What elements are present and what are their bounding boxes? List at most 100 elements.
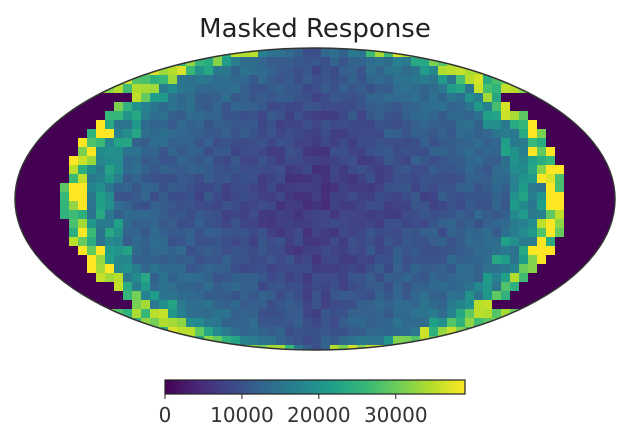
heatmap-cell: [78, 192, 88, 202]
heatmap-cell: [186, 318, 196, 328]
heatmap-cell: [150, 138, 160, 148]
heatmap-cell: [483, 228, 493, 238]
heatmap-cell: [96, 192, 106, 202]
heatmap-cell: [591, 183, 601, 193]
heatmap-cell: [393, 336, 403, 346]
heatmap-cell: [348, 120, 358, 130]
heatmap-cell: [87, 255, 97, 265]
heatmap-cell: [348, 264, 358, 274]
heatmap-cell: [285, 318, 295, 328]
heatmap-cell: [240, 84, 250, 94]
heatmap-cell: [177, 147, 187, 157]
heatmap-cell: [276, 57, 286, 67]
heatmap-cell: [384, 75, 394, 85]
heatmap-cell: [186, 264, 196, 274]
heatmap-cell: [231, 237, 241, 247]
heatmap-cell: [348, 48, 358, 58]
heatmap-cell: [69, 165, 79, 175]
heatmap-cell: [447, 129, 457, 139]
heatmap-cell: [591, 192, 601, 202]
heatmap-cell: [240, 201, 250, 211]
heatmap-cell: [501, 120, 511, 130]
heatmap-cell: [123, 102, 133, 112]
heatmap-cell: [150, 75, 160, 85]
heatmap-cell: [240, 309, 250, 319]
heatmap-cell: [294, 183, 304, 193]
heatmap-cell: [276, 138, 286, 148]
heatmap-cell: [276, 75, 286, 85]
heatmap-cell: [582, 210, 592, 220]
heatmap-cell: [375, 210, 385, 220]
heatmap-cell: [366, 255, 376, 265]
heatmap-cell: [78, 264, 88, 274]
heatmap-cell: [366, 300, 376, 310]
heatmap-cell: [429, 228, 439, 238]
heatmap-cell: [24, 174, 34, 184]
heatmap-cell: [87, 102, 97, 112]
heatmap-cell: [123, 138, 133, 148]
heatmap-cell: [456, 129, 466, 139]
heatmap-cell: [123, 120, 133, 130]
heatmap-cell: [438, 156, 448, 166]
heatmap-cell: [456, 147, 466, 157]
heatmap-cell: [276, 201, 286, 211]
heatmap-cell: [195, 291, 205, 301]
heatmap-cell: [429, 174, 439, 184]
heatmap-cell: [474, 147, 484, 157]
heatmap-cell: [69, 282, 79, 292]
heatmap-cell: [420, 147, 430, 157]
heatmap-cell: [303, 111, 313, 121]
heatmap-cell: [357, 174, 367, 184]
heatmap-cell: [519, 201, 529, 211]
heatmap-cell: [384, 93, 394, 103]
heatmap-cell: [285, 300, 295, 310]
heatmap-cell: [519, 264, 529, 274]
heatmap-cell: [492, 255, 502, 265]
heatmap-cell: [177, 156, 187, 166]
heatmap-cell: [303, 48, 313, 58]
heatmap-cell: [24, 246, 34, 256]
heatmap-cell: [105, 282, 115, 292]
heatmap-cell: [240, 291, 250, 301]
heatmap-cell: [222, 183, 232, 193]
heatmap-cell: [402, 102, 412, 112]
heatmap-cell: [537, 102, 547, 112]
heatmap-cell: [321, 255, 331, 265]
heatmap-cell: [582, 255, 592, 265]
heatmap-cell: [141, 111, 151, 121]
heatmap-cell: [438, 84, 448, 94]
heatmap-cell: [474, 84, 484, 94]
heatmap-cell: [339, 165, 349, 175]
heatmap-cell: [420, 273, 430, 283]
heatmap-cell: [564, 273, 574, 283]
heatmap-cell: [285, 228, 295, 238]
heatmap-cell: [195, 318, 205, 328]
heatmap-cell: [249, 138, 259, 148]
heatmap-cell: [105, 147, 115, 157]
heatmap-cell: [411, 282, 421, 292]
heatmap-cell: [420, 264, 430, 274]
heatmap-cell: [483, 129, 493, 139]
heatmap-cell: [303, 264, 313, 274]
heatmap-cell: [366, 138, 376, 148]
heatmap-cell: [249, 156, 259, 166]
heatmap-cell: [474, 255, 484, 265]
heatmap-cell: [537, 120, 547, 130]
heatmap-cell: [123, 192, 133, 202]
heatmap-cell: [60, 138, 70, 148]
heatmap-cell: [447, 138, 457, 148]
heatmap-cell: [438, 201, 448, 211]
heatmap-cell: [312, 120, 322, 130]
heatmap-cell: [312, 183, 322, 193]
heatmap-cell: [96, 165, 106, 175]
heatmap-cell: [42, 138, 52, 148]
heatmap-cell: [483, 111, 493, 121]
heatmap-cell: [483, 219, 493, 229]
heatmap-cell: [330, 75, 340, 85]
heatmap-cell: [429, 75, 439, 85]
heatmap-cell: [357, 237, 367, 247]
heatmap-cell: [564, 255, 574, 265]
heatmap-cell: [483, 201, 493, 211]
heatmap-cell: [429, 183, 439, 193]
heatmap-cell: [258, 129, 268, 139]
